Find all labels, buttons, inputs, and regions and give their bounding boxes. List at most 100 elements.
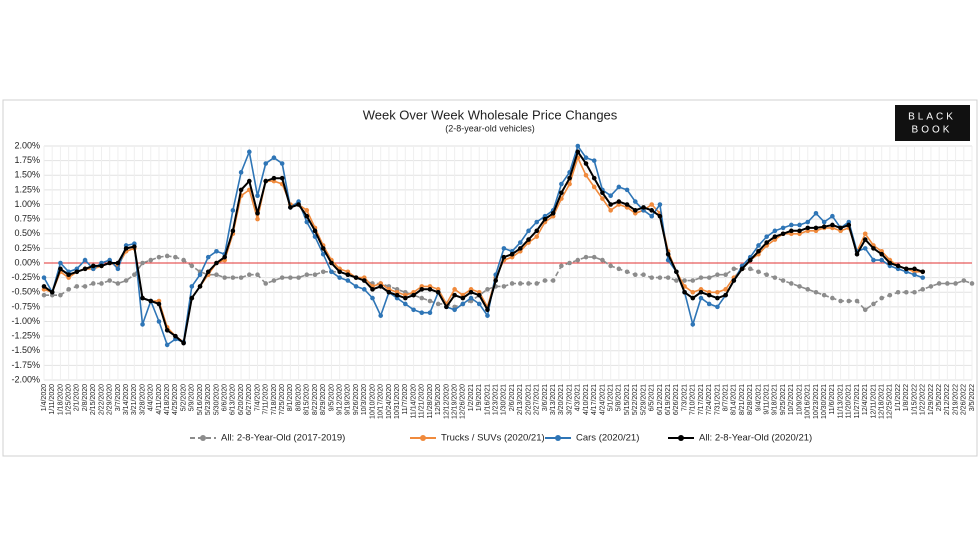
series-marker [600,257,605,263]
series-marker [550,210,556,216]
series-marker [255,216,260,222]
series-marker [460,301,466,307]
x-tick-label: 3/21/2020 [131,384,138,415]
series-marker [485,313,490,318]
series-marker [164,253,170,259]
series-marker [871,257,876,263]
chart-title: Week Over Week Wholesale Price Changes [363,107,618,122]
series-marker [665,275,671,280]
series-marker [657,202,663,207]
x-tick-label: 4/3/2021 [575,384,582,411]
series-marker [805,219,811,225]
series-marker [296,202,301,207]
series-marker [279,275,285,280]
series-marker [156,319,162,324]
series-marker [559,181,564,187]
series-marker [378,313,384,318]
series-marker [181,340,186,346]
series-marker [846,298,852,304]
x-tick-label: 8/22/2020 [312,384,319,415]
x-tick-label: 11/27/2021 [854,384,861,419]
series-marker [723,272,728,278]
x-tick-label: 10/10/2020 [369,384,376,419]
x-tick-label: 12/26/2020 [460,384,467,419]
series-marker [181,257,186,263]
series-marker [427,310,433,316]
series-marker [772,234,778,239]
series-marker [518,240,523,245]
x-tick-label: 2/27/2021 [534,384,541,415]
series-marker [386,289,392,295]
x-tick-label: 11/28/2020 [427,384,434,419]
series-marker [805,225,811,231]
series-marker [624,202,630,207]
x-tick-label: 10/16/2021 [805,384,812,419]
series-marker [616,199,622,204]
x-tick-label: 9/19/2020 [345,384,352,415]
x-tick-label: 1/8/2022 [903,384,910,411]
x-tick-label: 2/20/2021 [525,384,532,415]
y-tick-label: 2.00% [14,140,40,150]
x-tick-label: 6/19/2021 [665,384,672,415]
series-marker [66,287,71,292]
series-marker [370,287,375,292]
series-marker [608,263,613,269]
series-marker [107,278,112,283]
series-marker [674,269,679,275]
series-marker [649,208,655,213]
x-tick-label: 3/20/2021 [558,384,565,415]
series-marker [271,175,277,181]
series-marker [255,210,260,216]
series-marker [132,272,137,278]
x-tick-label: 4/11/2020 [156,384,163,415]
series-marker [583,254,589,260]
series-marker [624,269,630,275]
legend-label: Cars (2020/21) [576,433,639,444]
x-tick-label: 3/14/2020 [123,384,130,415]
series-marker [542,216,548,222]
series-marker [846,222,852,228]
series-marker [271,278,277,283]
series-marker [854,298,860,304]
series-marker [764,272,769,278]
series-marker [411,292,416,298]
x-tick-label: 7/10/2021 [690,384,697,415]
series-marker [476,301,482,307]
x-tick-label: 12/25/2021 [887,384,894,419]
x-tick-label: 9/12/2020 [336,384,343,415]
series-marker [329,260,334,266]
x-tick-label: 10/2/2021 [788,384,795,415]
x-tick-label: 4/17/2021 [591,384,598,415]
series-marker [591,175,597,181]
series-marker [222,254,227,260]
series-marker [468,295,474,301]
series-marker [288,275,293,280]
x-tick-label: 8/7/2021 [722,384,729,411]
series-marker [99,281,104,286]
series-marker [690,322,696,327]
series-marker [370,295,375,301]
series-marker [567,181,572,187]
x-tick-label: 6/6/2020 [222,384,229,411]
x-tick-label: 2/8/2020 [82,384,89,411]
series-marker [279,161,285,166]
x-tick-label: 4/10/2021 [583,384,590,415]
x-tick-label: 8/29/2020 [320,384,327,415]
series-marker [723,292,728,298]
series-marker [928,284,934,289]
series-marker [452,287,457,292]
series-marker [123,246,129,251]
x-tick-label: 7/25/2020 [279,384,286,415]
series-marker [82,284,88,289]
series-marker [66,272,71,278]
series-marker [600,190,605,196]
series-marker [41,275,47,280]
series-marker [780,231,786,237]
x-tick-label: 8/1/2020 [287,384,294,411]
series-marker [871,246,876,251]
series-marker [591,184,597,190]
series-marker [238,275,244,280]
legend-marker [555,435,561,441]
series-marker [583,155,589,160]
series-marker [715,289,720,295]
